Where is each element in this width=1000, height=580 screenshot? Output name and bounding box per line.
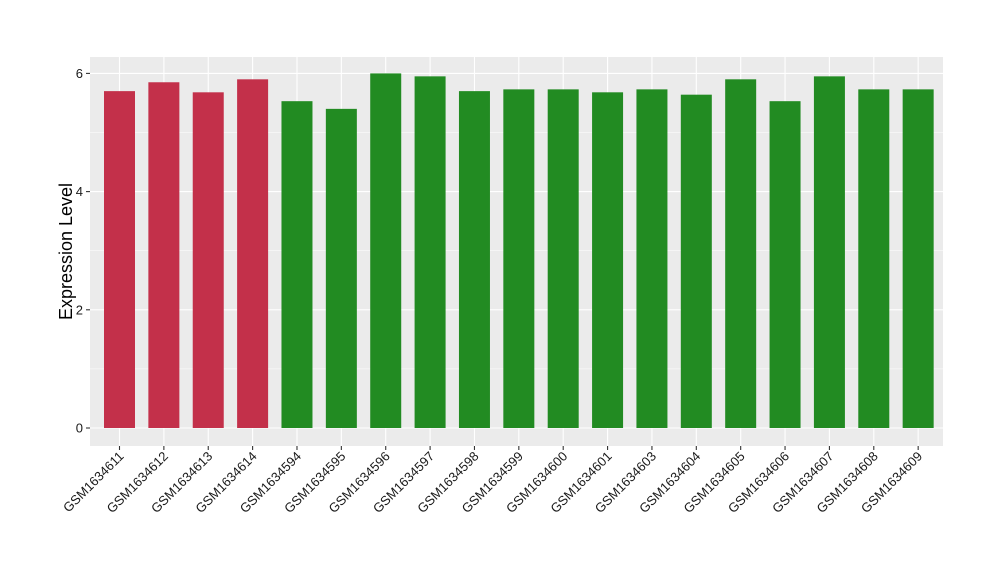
y-axis: 0 2 4 6 xyxy=(76,66,90,436)
bar-GSM1634601 xyxy=(592,92,624,428)
bar-GSM1634605 xyxy=(725,79,757,428)
bar-GSM1634608 xyxy=(858,89,890,429)
bars xyxy=(104,73,934,429)
bar-GSM1634604 xyxy=(680,94,712,429)
x-axis: GSM1634611GSM1634612GSM1634613GSM1634614… xyxy=(60,446,925,516)
bar-GSM1634606 xyxy=(769,101,801,429)
bar-GSM1634596 xyxy=(370,73,402,429)
bar-GSM1634600 xyxy=(547,89,579,429)
bar-GSM1634597 xyxy=(414,76,446,428)
y-tick-label: 6 xyxy=(76,66,83,81)
bar-GSM1634607 xyxy=(813,76,845,428)
bar-GSM1634594 xyxy=(281,101,313,429)
bar-GSM1634613 xyxy=(192,92,224,428)
bar-GSM1634599 xyxy=(503,89,535,429)
y-tick-label: 0 xyxy=(76,421,83,436)
bar-GSM1634612 xyxy=(148,82,180,428)
bar-GSM1634609 xyxy=(902,89,934,429)
bar-GSM1634598 xyxy=(458,91,490,428)
y-tick-label: 4 xyxy=(76,184,83,199)
bar-GSM1634595 xyxy=(325,108,357,429)
bar-GSM1634614 xyxy=(237,79,269,428)
bar-GSM1634603 xyxy=(636,89,668,429)
bar-GSM1634611 xyxy=(104,91,135,428)
y-axis-title: Expression Level xyxy=(56,183,76,320)
y-tick-label: 2 xyxy=(76,302,83,317)
